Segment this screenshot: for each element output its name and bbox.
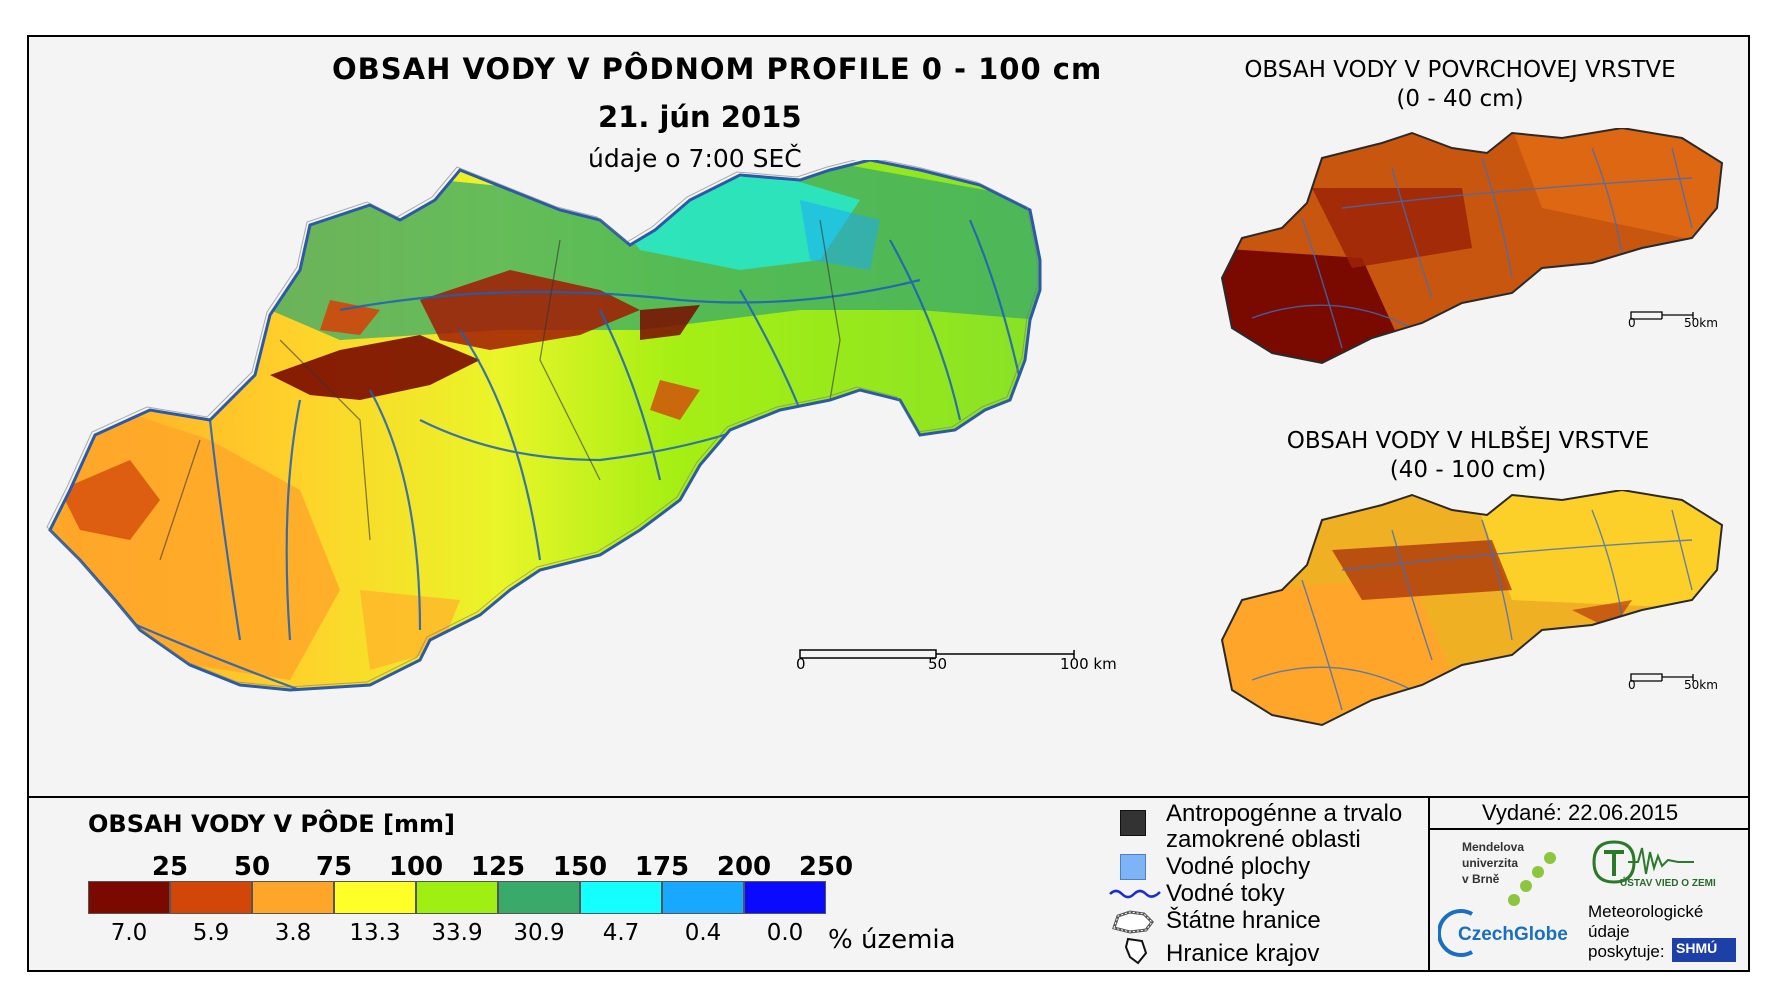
legend-bin-edge-label: 75 bbox=[315, 852, 353, 882]
inset-deep-scale-50: 50km bbox=[1684, 678, 1718, 692]
inset-deep-map bbox=[1221, 490, 1723, 726]
legend-percent-value: 0.0 bbox=[766, 920, 804, 946]
map-time-note: údaje o 7:00 SEČ bbox=[588, 144, 802, 173]
region-border-label: Hranice krajov bbox=[1166, 940, 1320, 967]
inset-surface-scale-0: 0 bbox=[1628, 316, 1636, 330]
mendel-line2: univerzita bbox=[1462, 856, 1519, 870]
water-bodies-swatch bbox=[1120, 854, 1146, 880]
meteo-line2: údaje bbox=[1588, 922, 1630, 941]
anthropogenic-label-1: Antropogénne a trvalo bbox=[1166, 800, 1403, 827]
legend-percent-value: 30.9 bbox=[513, 920, 565, 946]
water-bodies-label: Vodné plochy bbox=[1166, 853, 1311, 880]
ustav-label: ÚSTAV VIED O ZEMI bbox=[1620, 878, 1716, 889]
main-map bbox=[46, 160, 1042, 692]
legend-percent-value: 5.9 bbox=[192, 920, 230, 946]
legend-bin-edge-label: 200 bbox=[716, 852, 772, 882]
shmu-logo-text: SHMÚ bbox=[1676, 940, 1718, 956]
legend-percent-value: 4.7 bbox=[602, 920, 640, 946]
credits-divider bbox=[1428, 796, 1430, 972]
inset-surface-scale-50: 50km bbox=[1684, 316, 1718, 330]
legend-percent-value: 13.3 bbox=[349, 920, 401, 946]
legend-bin-edge-label: 50 bbox=[233, 852, 271, 882]
state-border-label: Štátne hranice bbox=[1166, 907, 1321, 934]
legend-percent-value: 33.9 bbox=[431, 920, 483, 946]
legend-bin-edge-label: 175 bbox=[634, 852, 690, 882]
legend-swatch bbox=[170, 881, 252, 914]
legend-swatch bbox=[498, 881, 580, 914]
czechglobe-logo-text: CzechGlobe bbox=[1458, 924, 1568, 945]
inset-surface-title-1: OBSAH VODY V POVRCHOVEJ VRSTVE bbox=[1244, 57, 1676, 83]
legend-bin-edge-label: 25 bbox=[151, 852, 189, 882]
czechglobe-arc-logo bbox=[1438, 909, 1474, 957]
percent-unit: % územia bbox=[828, 925, 956, 955]
legend-percent-value: 7.0 bbox=[110, 920, 148, 946]
inset-deep-scale-0: 0 bbox=[1628, 678, 1636, 692]
mendel-line3: v Brně bbox=[1462, 872, 1500, 886]
map-date: 21. jún 2015 bbox=[598, 100, 802, 134]
ustav-logo bbox=[1592, 840, 1694, 884]
legend-bin-edge-label: 250 bbox=[798, 852, 854, 882]
issued-date: Vydané: 22.06.2015 bbox=[1482, 800, 1679, 825]
mendel-line1: Mendelova bbox=[1462, 840, 1525, 854]
main-scale-50: 50 bbox=[928, 655, 948, 673]
meteo-line1: Meteorologické bbox=[1588, 902, 1704, 921]
inset-surface-scale-bar bbox=[1630, 305, 1694, 324]
issued-divider bbox=[1428, 828, 1750, 830]
legend-swatch bbox=[662, 881, 744, 914]
streams-symbol bbox=[1109, 889, 1161, 899]
main-scale-0: 0 bbox=[796, 655, 806, 673]
map-title: OBSAH VODY V PÔDNOM PROFILE 0 - 100 cm bbox=[332, 52, 1103, 86]
legend-swatch bbox=[88, 881, 170, 914]
legend-swatch bbox=[334, 881, 416, 914]
main-scale-bar bbox=[798, 645, 1075, 659]
legend-percent-value: 0.4 bbox=[684, 920, 722, 946]
inset-deep-title-1: OBSAH VODY V HLBŠEJ VRSTVE bbox=[1286, 428, 1650, 454]
region-border-symbol bbox=[1124, 937, 1148, 965]
inset-surface-title-2: (0 - 40 cm) bbox=[1396, 86, 1524, 112]
inset-deep-scale-bar bbox=[1630, 667, 1694, 686]
inset-surface-map bbox=[1221, 128, 1723, 364]
legend-swatch bbox=[252, 881, 334, 914]
legend-swatch bbox=[744, 881, 826, 914]
legend-bin-edge-label: 150 bbox=[552, 852, 608, 882]
state-border-symbol bbox=[1112, 910, 1154, 934]
anthropogenic-label-2: zamokrené oblasti bbox=[1166, 826, 1361, 853]
inset-deep-title-2: (40 - 100 cm) bbox=[1389, 457, 1547, 483]
main-scale-100: 100 km bbox=[1060, 655, 1117, 673]
mendel-dots-logo bbox=[1508, 852, 1556, 906]
streams-label: Vodné toky bbox=[1166, 880, 1285, 907]
legend-bin-edge-label: 125 bbox=[470, 852, 526, 882]
legend-swatch bbox=[580, 881, 662, 914]
anthropogenic-swatch bbox=[1120, 810, 1146, 836]
legend-divider bbox=[27, 796, 1750, 798]
legend-percent-value: 3.8 bbox=[274, 920, 312, 946]
legend-title: OBSAH VODY V PÔDE [mm] bbox=[88, 810, 456, 838]
legend-bin-edge-label: 100 bbox=[388, 852, 444, 882]
meteo-line3: poskytuje: bbox=[1588, 942, 1665, 961]
legend-swatch bbox=[416, 881, 498, 914]
shmu-logo bbox=[1672, 938, 1736, 962]
